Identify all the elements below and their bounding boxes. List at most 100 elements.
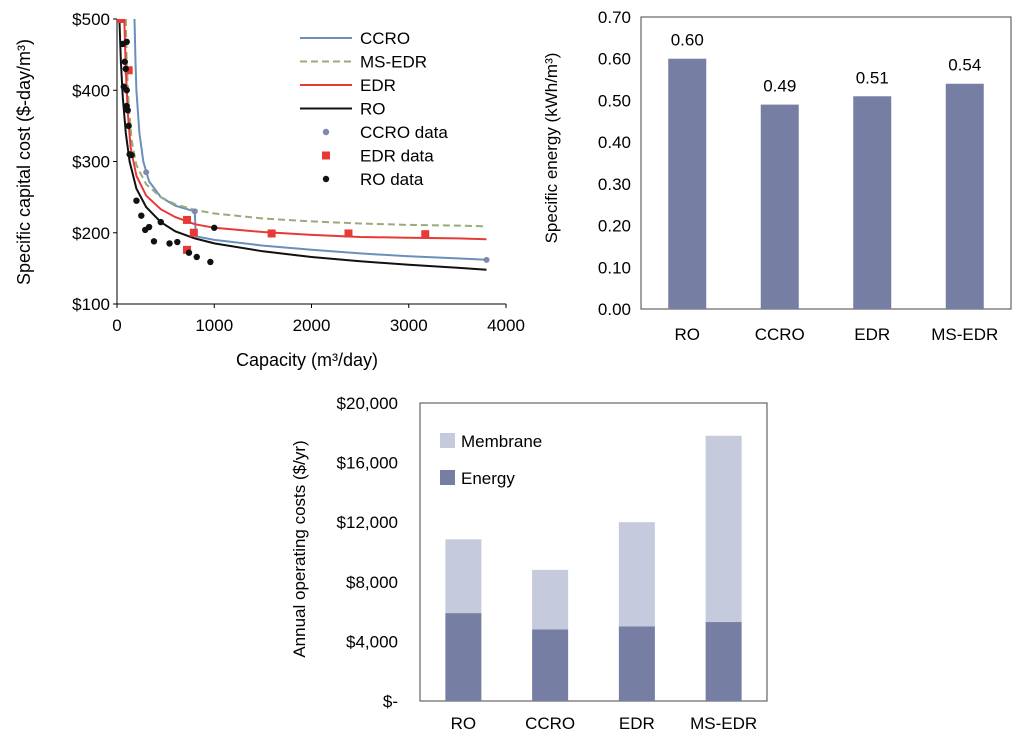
y-axis-title: Specific energy (kWh/m³): [542, 53, 561, 244]
bars: 0.60 0.49 0.51 0.54: [668, 31, 984, 309]
data-label-edr: 0.51: [856, 68, 889, 87]
y-tick-label: $300: [72, 153, 110, 172]
legend-label-ccro: CCRO: [360, 29, 410, 48]
y-tick-labels: 0.00 0.10 0.20 0.30 0.40 0.50 0.60 0.70: [598, 8, 631, 319]
operating-cost-chart: $- $4,000 $8,000 $12,000 $16,000 $20,000 RO CC…: [290, 394, 768, 733]
y-tick-label: $12,000: [337, 513, 398, 532]
bar-ccro-energy: [532, 629, 569, 701]
data-point-edr-data: [344, 229, 353, 238]
legend-label-ccro-data: CCRO data: [360, 123, 448, 142]
data-point-ro-data: [211, 224, 218, 231]
bar-ro-energy: [445, 613, 482, 701]
x-tick-label: RO: [675, 325, 701, 344]
specific-energy-chart: 0.00 0.10 0.20 0.30 0.40 0.50 0.60 0.70 0.60 0.4…: [542, 8, 1012, 344]
x-tick-label: EDR: [619, 714, 655, 733]
bar-edr: [853, 96, 892, 309]
legend-swatch-membrane: [440, 433, 455, 448]
data-point-edr-data: [117, 19, 125, 23]
plot-area: [117, 19, 490, 271]
y-tick-label: 0.40: [598, 133, 631, 152]
data-point-ro-data: [207, 258, 214, 266]
y-tick-labels: $- $4,000 $8,000 $12,000 $16,000 $20,000: [337, 394, 398, 711]
bar-ms-edr: [945, 83, 984, 309]
data-point-ro-data: [193, 253, 200, 261]
bar-ccro: [760, 104, 799, 309]
x-axis-title: Capacity (m³/day): [236, 350, 378, 370]
data-point-ro-data: [124, 107, 131, 114]
y-tick-label: $200: [72, 224, 110, 243]
x-tick-labels: RO CCRO EDR MS-EDR: [451, 714, 758, 733]
bar-ro: [668, 58, 707, 309]
y-tick-label: $400: [72, 81, 110, 100]
series-line-ro: [118, 19, 487, 271]
bar-ccro-membrane: [532, 569, 569, 630]
data-point-ro-data: [150, 238, 158, 245]
x-tick-label: 1000: [195, 316, 233, 335]
x-tick-labels: RO CCRO EDR MS-EDR: [675, 325, 999, 344]
data-point-ro-data: [123, 38, 130, 45]
y-tick-label: 0.60: [598, 50, 631, 69]
series-ms-edr: [124, 19, 487, 228]
data-point-ccro-data: [191, 208, 198, 215]
y-tick-label: 0.30: [598, 175, 631, 194]
legend-label-edr-data: EDR data: [360, 147, 434, 166]
data-point-ro-data: [125, 122, 132, 130]
x-tick-label: 4000: [487, 316, 525, 335]
legend-swatch-energy: [440, 470, 455, 485]
bar-edr-membrane: [618, 522, 655, 627]
legend-label-edr: EDR: [360, 76, 396, 95]
data-point-ro-data: [157, 218, 164, 226]
legend: CCRO MS-EDR EDR RO CCRO data EDR data RO data: [300, 29, 448, 189]
x-tick-label: MS-EDR: [690, 714, 757, 733]
data-point-edr-data: [267, 229, 276, 238]
data-point-ro-data: [166, 240, 173, 247]
y-tick-label: $4,000: [346, 632, 398, 651]
plot-frame: [419, 402, 768, 702]
x-tick-label: 3000: [390, 316, 428, 335]
x-tick-label: CCRO: [525, 714, 575, 733]
capital-cost-chart: $100 $200 $300 $400 $500 0 1000 2000 3000 4000 C…: [14, 10, 525, 370]
data-point-edr-data: [183, 245, 192, 254]
y-tick-label: 0.70: [598, 8, 631, 27]
y-tick-label: $100: [72, 295, 110, 314]
legend-label-ms-edr: MS-EDR: [360, 53, 427, 72]
data-point-ro-data: [174, 238, 181, 246]
data-point-ro-data: [123, 87, 130, 94]
x-tick-label: EDR: [854, 325, 890, 344]
y-tick-label: $-: [383, 692, 398, 711]
y-tick-label: 0.50: [598, 91, 631, 110]
x-tick-label: CCRO: [755, 325, 805, 344]
legend-label-energy: Energy: [461, 469, 515, 488]
legend: Membrane Energy: [440, 432, 542, 488]
legend-label-membrane: Membrane: [461, 432, 542, 451]
legend-swatch-ccro-data: [322, 128, 330, 136]
x-tick-label: MS-EDR: [931, 325, 998, 344]
x-tick-label: 2000: [293, 316, 331, 335]
data-point-edr-data: [183, 215, 192, 224]
series-line-ms-edr: [124, 19, 487, 228]
data-point-ro-data: [121, 58, 128, 65]
bar-ms-edr-energy: [705, 622, 742, 701]
y-axis-title: Specific capital cost ($-day/m³): [14, 39, 34, 285]
legend-swatch-edr-data: [322, 151, 330, 160]
series-edr-data: [117, 19, 430, 254]
data-point-ro-data: [128, 151, 135, 159]
series-ro: [118, 19, 487, 271]
data-point-ro-data: [145, 223, 153, 231]
y-tick-label: 0.00: [598, 300, 631, 319]
bars: [445, 435, 742, 701]
y-tick-label: $20,000: [337, 394, 398, 413]
data-label-ms-edr: 0.54: [948, 56, 981, 75]
x-tick-label: 0: [112, 316, 121, 335]
data-point-edr-data: [421, 230, 430, 239]
data-point-ro-data: [122, 65, 129, 73]
data-label-ccro: 0.49: [763, 77, 796, 96]
data-point-edr-data: [124, 66, 133, 75]
series-ro-data: [119, 38, 218, 266]
y-tick-label: 0.10: [598, 258, 631, 277]
legend-label-ro: RO: [360, 100, 386, 119]
y-axis-title: Annual operating costs ($/yr): [290, 440, 309, 657]
legend-label-ro-data: RO data: [360, 170, 424, 189]
plot-frame: [640, 16, 1012, 310]
